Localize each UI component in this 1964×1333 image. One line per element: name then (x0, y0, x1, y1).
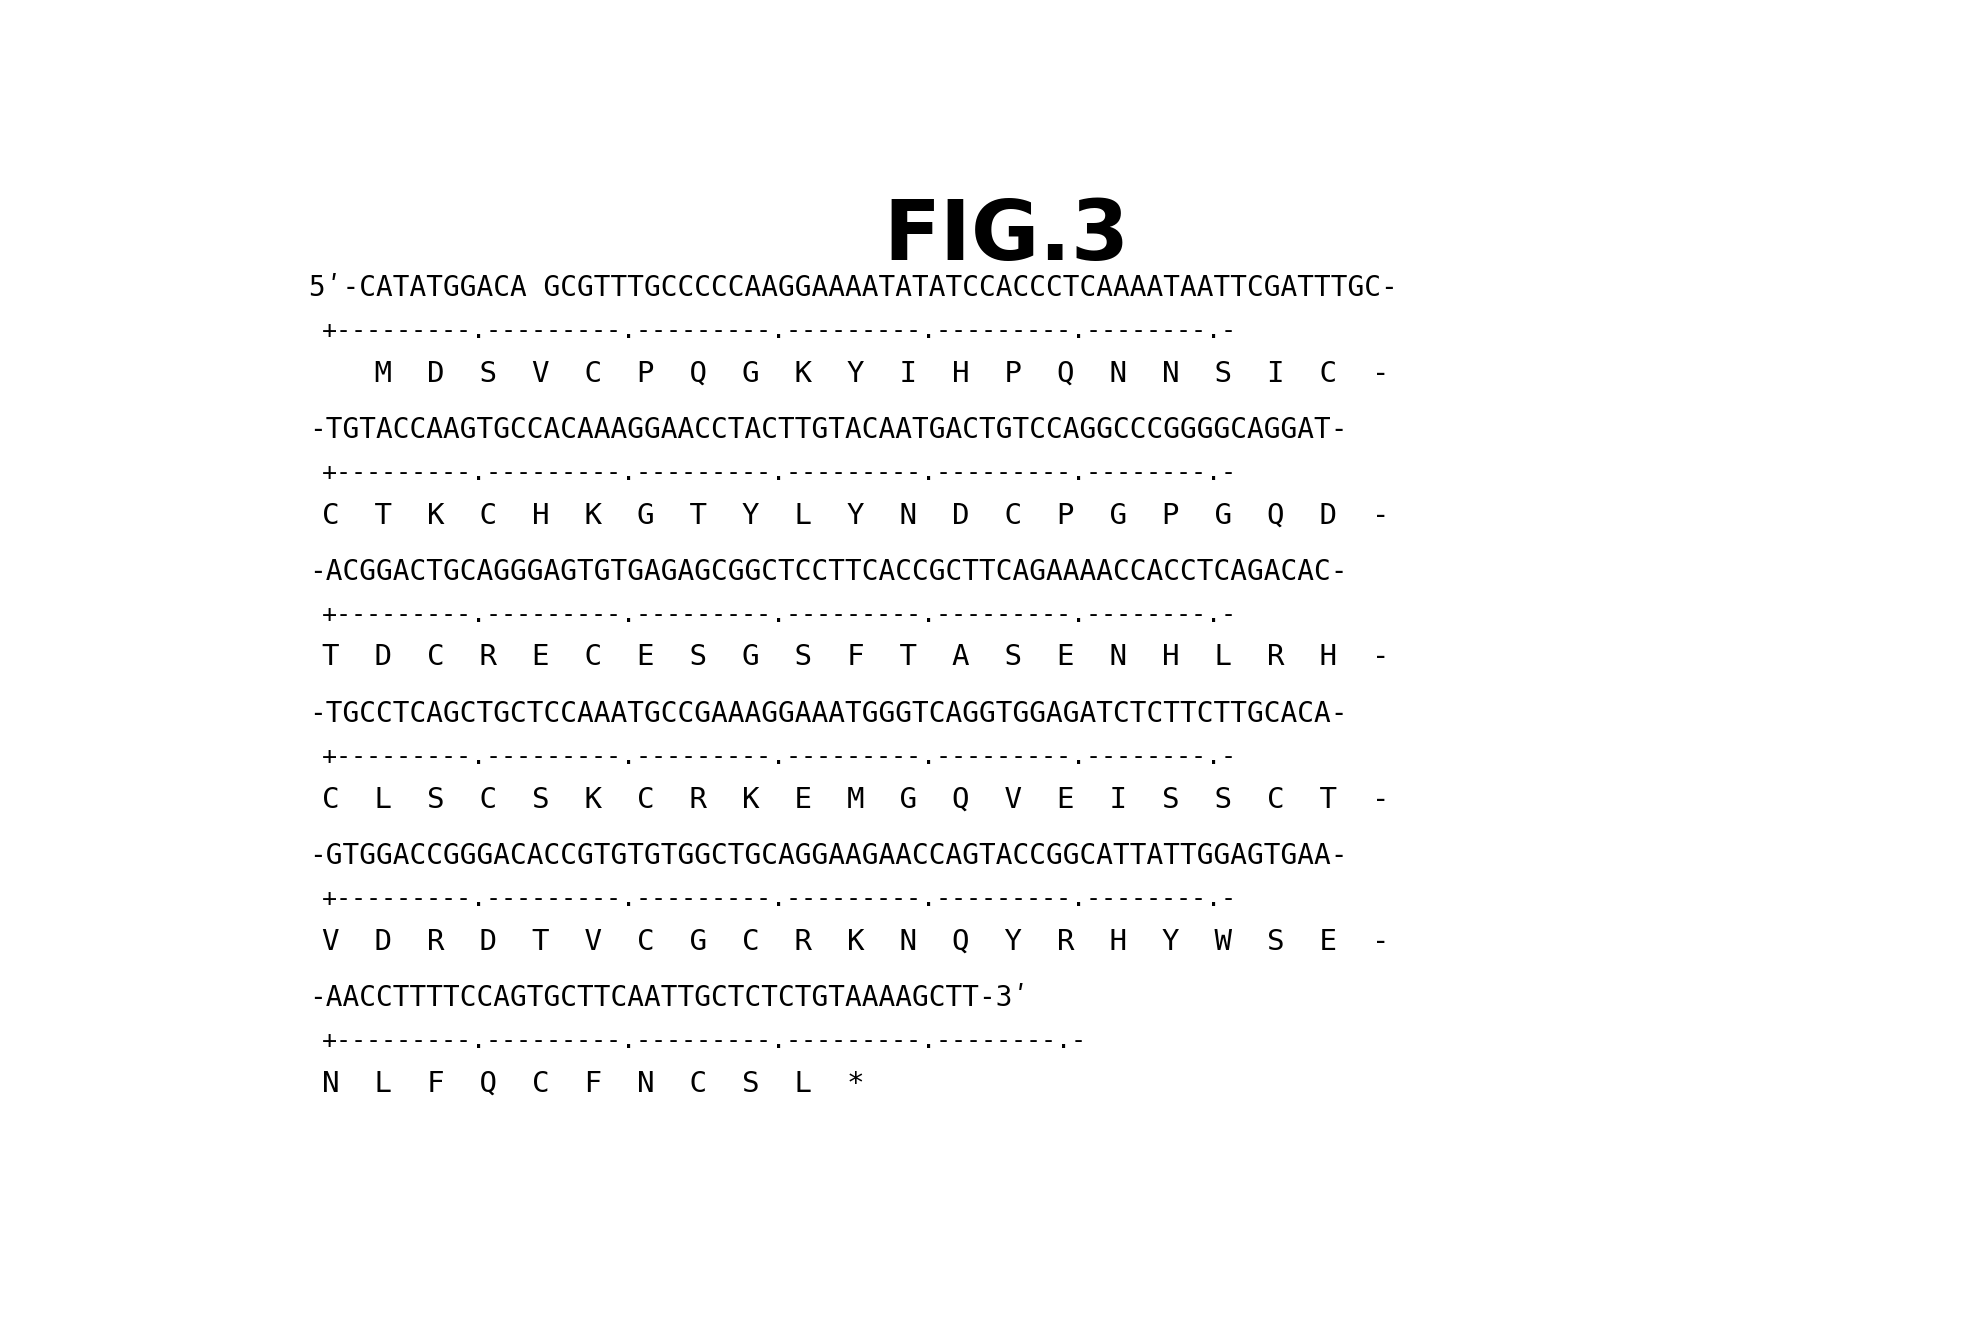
Text: +---------.---------.---------.---------.---------.--------.-: +---------.---------.---------.---------… (322, 461, 1237, 485)
Text: -TGCCTCAGCTGCTCCAAATGCCGAAAGGAAATGGGTCAGGTGGAGATCTCTTCTTGCACA-: -TGCCTCAGCTGCTCCAAATGCCGAAAGGAAATGGGTCAG… (310, 700, 1347, 728)
Text: 5ʹ-CATATGGACA GCGTTTGCCCCCAAGGAAAATATATCCACCCTCAAAATAATTCGATTTGC-: 5ʹ-CATATGGACA GCGTTTGCCCCCAAGGAAAATATATC… (310, 275, 1398, 303)
Text: +---------.---------.---------.---------.---------.--------.-: +---------.---------.---------.---------… (322, 886, 1237, 910)
Text: -TGTACCAAGTGCCACAAAGGAACCTACTTGTACAATGACTGTCCAGGCCCGGGGCAGGAT-: -TGTACCAAGTGCCACAAAGGAACCTACTTGTACAATGAC… (310, 416, 1347, 444)
Text: N  L  F  Q  C  F  N  C  S  L  *: N L F Q C F N C S L * (322, 1069, 864, 1097)
Text: M  D  S  V  C  P  Q  G  K  Y  I  H  P  Q  N  N  S  I  C  -: M D S V C P Q G K Y I H P Q N N S I C - (322, 360, 1389, 388)
Text: +---------.---------.---------.---------.---------.--------.-: +---------.---------.---------.---------… (322, 603, 1237, 627)
Text: +---------.---------.---------.---------.--------.-: +---------.---------.---------.---------… (322, 1029, 1086, 1053)
Text: C  L  S  C  S  K  C  R  K  E  M  G  Q  V  E  I  S  S  C  T  -: C L S C S K C R K E M G Q V E I S S C T … (322, 785, 1389, 813)
Text: FIG.3: FIG.3 (884, 196, 1129, 277)
Text: -GTGGACCGGGACACCGTGTGTGGCTGCAGGAAGAACCAGTACCGGCATTATTGGAGTGAA-: -GTGGACCGGGACACCGTGTGTGGCTGCAGGAAGAACCAG… (310, 842, 1347, 870)
Text: -AACCTTTTCCAGTGCTTCAATTGCTCTCTGTAAAAGCTT-3ʹ: -AACCTTTTCCAGTGCTTCAATTGCTCTCTGTAAAAGCTT… (310, 984, 1029, 1012)
Text: C  T  K  C  H  K  G  T  Y  L  Y  N  D  C  P  G  P  G  Q  D  -: C T K C H K G T Y L Y N D C P G P G Q D … (322, 501, 1389, 529)
Text: +---------.---------.---------.---------.---------.--------.-: +---------.---------.---------.---------… (322, 745, 1237, 769)
Text: T  D  C  R  E  C  E  S  G  S  F  T  A  S  E  N  H  L  R  H  -: T D C R E C E S G S F T A S E N H L R H … (322, 644, 1389, 672)
Text: V  D  R  D  T  V  C  G  C  R  K  N  Q  Y  R  H  Y  W  S  E  -: V D R D T V C G C R K N Q Y R H Y W S E … (322, 928, 1389, 956)
Text: +---------.---------.---------.---------.---------.--------.-: +---------.---------.---------.---------… (322, 319, 1237, 343)
Text: -ACGGACTGCAGGGAGTGTGAGAGCGGCTCCTTCACCGCTTCAGAAAACCACCTCAGACAC-: -ACGGACTGCAGGGAGTGTGAGAGCGGCTCCTTCACCGCT… (310, 559, 1347, 587)
